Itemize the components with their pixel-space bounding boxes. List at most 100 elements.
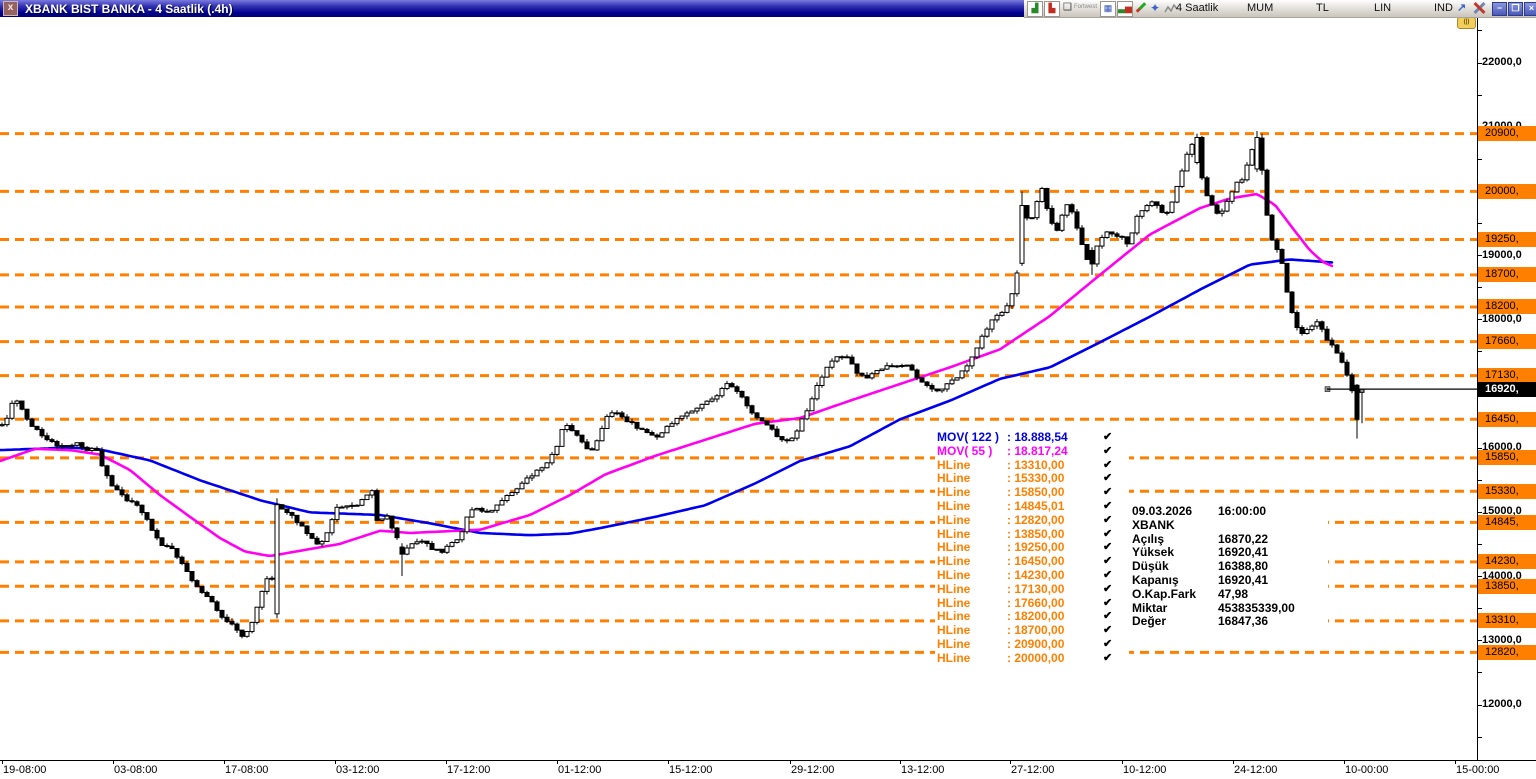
legend-check-icon[interactable]: ✔: [1103, 582, 1113, 595]
legend-check-icon[interactable]: ✔: [1103, 472, 1113, 485]
legend-row: HLine: 13310,00 ✔: [937, 458, 1129, 473]
draw-pencil-icon[interactable]: [1134, 1, 1147, 14]
window-close-icon[interactable]: ×: [1524, 2, 1536, 16]
candle: [1314, 321, 1320, 327]
minimize-icon[interactable]: −: [1492, 2, 1507, 16]
legend-check-icon[interactable]: ✔: [1103, 637, 1113, 650]
candle: [79, 442, 85, 448]
time-axis-tick: [1455, 761, 1456, 764]
price-axis[interactable]: 22000,021000,020000,019000,018000,017000…: [1477, 17, 1536, 760]
legend-check-icon[interactable]: ✔: [1103, 555, 1113, 568]
zigzag-icon[interactable]: [1164, 2, 1178, 16]
hline-price-label[interactable]: 17660,: [1478, 334, 1536, 350]
candle: [149, 518, 155, 531]
candle: [724, 383, 730, 389]
candle: [804, 410, 810, 420]
candle: [1179, 170, 1185, 187]
time-axis-label: 24-12:00: [1234, 764, 1278, 776]
hline-price-label[interactable]: 15330,: [1478, 483, 1536, 499]
hline-price-label[interactable]: 20900,: [1478, 126, 1536, 142]
chart-style-selector[interactable]: MUM: [1247, 2, 1274, 14]
arrow-tool-icon[interactable]: ↗: [1457, 2, 1467, 14]
legend-indicator-value: : 14845,01: [1007, 498, 1065, 513]
window-title: XBANK BIST BANKA - 4 Saatlik (.4h): [25, 1, 233, 16]
restore-icon[interactable]: ❐: [1508, 2, 1523, 16]
price-axis-tick: [1478, 576, 1482, 578]
hline-price-label[interactable]: 14230,: [1478, 554, 1536, 570]
legend-check-icon[interactable]: ✔: [1103, 431, 1113, 443]
legend-check-icon[interactable]: ✔: [1103, 624, 1113, 637]
period-selector[interactable]: 4 Saatlik: [1176, 2, 1219, 14]
candle: [759, 417, 765, 422]
hline-price-label[interactable]: 14845,: [1478, 514, 1536, 530]
candle: [9, 402, 15, 419]
candle: [964, 365, 970, 372]
candle: [919, 377, 925, 383]
candle: [594, 440, 600, 451]
hline-price-label[interactable]: 18700,: [1478, 267, 1536, 283]
time-axis-label: 10-00:00: [1345, 764, 1389, 776]
candle: [34, 425, 40, 430]
price-chart-canvas[interactable]: [0, 17, 1477, 760]
legend-check-icon[interactable]: ✔: [1103, 513, 1113, 526]
legend-check-icon[interactable]: ✔: [1103, 568, 1113, 581]
legend-check-icon[interactable]: ✔: [1103, 651, 1113, 664]
axis-expand-icon[interactable]: (|): [1457, 17, 1476, 29]
new-chart-icon[interactable]: ▟: [1027, 1, 1043, 17]
hline-price-label[interactable]: 17130,: [1478, 368, 1536, 384]
tools-icon[interactable]: [1472, 1, 1486, 15]
candle: [89, 447, 95, 451]
hline-price-label[interactable]: 16450,: [1478, 411, 1536, 427]
hline-price-label[interactable]: 13850,: [1478, 578, 1536, 594]
legend-check-icon[interactable]: ✔: [1103, 499, 1113, 512]
close-icon[interactable]: x: [3, 1, 18, 16]
price-axis-label: 14000,0: [1482, 569, 1522, 582]
quote-field-label: Düşük: [1132, 559, 1169, 574]
multi-chart-icon[interactable]: ▃▅: [1117, 1, 1133, 17]
compass-icon[interactable]: ✦: [1150, 1, 1161, 15]
candle: [1034, 201, 1040, 219]
scale-selector[interactable]: LIN: [1374, 2, 1392, 14]
candle: [0, 424, 5, 427]
legend-check-icon[interactable]: ✔: [1103, 610, 1113, 623]
currency-selector[interactable]: TL: [1316, 2, 1329, 14]
time-axis[interactable]: 19-08:00 03-08:00 17-08:00 03-12:00 17-12:00…: [0, 760, 1536, 779]
price-axis-label: 19000,0: [1482, 248, 1522, 261]
indicator-selector[interactable]: IND: [1434, 2, 1453, 14]
legend-check-icon[interactable]: ✔: [1103, 596, 1113, 609]
candle: [839, 356, 845, 359]
hline-price-label[interactable]: 19250,: [1478, 232, 1536, 248]
hline-price-label[interactable]: 20000,: [1478, 183, 1536, 199]
candle: [1184, 153, 1190, 172]
candle: [454, 539, 460, 543]
candle: [589, 448, 595, 451]
hline-price-label[interactable]: 18200,: [1478, 299, 1536, 315]
hline-price-label[interactable]: 13310,: [1478, 613, 1536, 629]
chart-template-icon[interactable]: ▙: [1044, 1, 1060, 17]
candle: [934, 388, 940, 392]
legend-check-icon[interactable]: ✔: [1103, 486, 1113, 499]
legend-indicator-value: : 14230,00: [1007, 567, 1065, 582]
candle: [1269, 214, 1275, 241]
candle: [784, 439, 790, 442]
candle: [379, 518, 385, 521]
legend-check-icon[interactable]: ✔: [1103, 458, 1113, 471]
time-axis-tick: [113, 761, 114, 764]
legend-check-icon[interactable]: ✔: [1103, 444, 1113, 457]
candle: [514, 488, 520, 494]
candle: [244, 631, 250, 637]
candle: [29, 418, 35, 427]
candle: [1024, 205, 1030, 219]
candle: [884, 365, 890, 370]
candle: [179, 556, 185, 564]
candle: [1199, 136, 1205, 179]
quote-field-value: 16920,41: [1218, 572, 1269, 587]
legend-check-icon[interactable]: ✔: [1103, 541, 1113, 554]
hline-price-label[interactable]: 12820,: [1478, 644, 1536, 660]
legend-check-icon[interactable]: ✔: [1103, 527, 1113, 540]
matrix-icon[interactable]: ▦: [1100, 1, 1116, 17]
hline-price-label[interactable]: 15850,: [1478, 450, 1536, 466]
candle: [1124, 236, 1130, 245]
candle: [449, 541, 455, 547]
price-axis-tick: [1478, 62, 1482, 64]
